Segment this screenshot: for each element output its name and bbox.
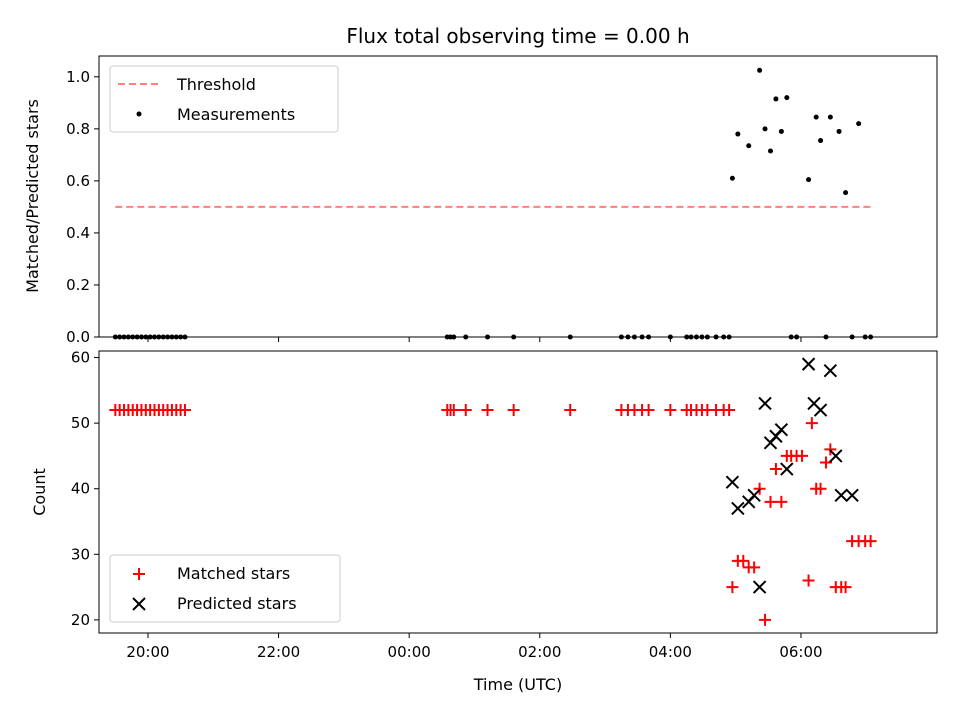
matched-star-point	[564, 404, 577, 417]
bottom-panel: Count Time (UTC) 20 30 40 50 60 20:00 22:00 00…	[30, 349, 938, 694]
bottom-y-tick-label: 60	[71, 349, 90, 367]
bottom-y-tick-label: 30	[71, 545, 90, 563]
matched-star-point	[796, 449, 809, 462]
top-y-tick-label: 1.0	[66, 68, 90, 86]
top-y-tick-label: 0.2	[66, 276, 90, 294]
top-y-tick-label: 0.4	[66, 224, 90, 242]
matched-star-point	[664, 404, 677, 417]
bottom-legend-box	[109, 554, 341, 623]
bottom-x-tick-label: 04:00	[649, 643, 692, 661]
bottom-x-tick-label: 00:00	[388, 643, 431, 661]
measurement-point	[806, 177, 812, 183]
measurement-point	[735, 131, 741, 137]
predicted-star-point	[774, 422, 789, 437]
top-y-tick-label: 0.8	[66, 120, 90, 138]
bottom-plot-frame	[98, 350, 938, 634]
matched-star-point	[642, 404, 655, 417]
bottom-y-tick-label: 40	[71, 480, 90, 498]
predicted-star-point	[813, 403, 828, 417]
predicted-stars-points	[725, 357, 859, 594]
measurement-point	[757, 67, 763, 73]
bottom-legend: Matched stars Predicted stars	[109, 554, 341, 623]
matched-star-point	[769, 463, 782, 476]
predicted-star-point	[845, 488, 859, 502]
top-panel: Flux total observing time = 0.00 h Match…	[23, 24, 938, 346]
bottom-y-tick-label: 20	[71, 611, 90, 629]
matched-star-point	[726, 581, 739, 594]
legend-matched-swatch	[133, 568, 145, 580]
predicted-star-point	[725, 475, 740, 489]
matched-star-point	[802, 574, 815, 587]
measurement-point	[773, 96, 779, 102]
matched-star-point	[775, 495, 788, 508]
predicted-star-point	[780, 462, 794, 476]
matched-star-point	[839, 581, 852, 594]
bottom-x-tick-label: 02:00	[518, 643, 561, 661]
predicted-star-point	[747, 488, 761, 502]
measurement-point	[827, 114, 833, 120]
predicted-star-point	[758, 396, 772, 411]
bottom-x-tick-label: 20:00	[126, 643, 169, 661]
measurement-points	[112, 67, 874, 340]
predicted-star-point	[752, 580, 767, 594]
predicted-star-point	[823, 363, 838, 378]
top-legend-box	[109, 65, 339, 133]
bottom-x-tick-label: 06:00	[779, 643, 822, 661]
x-axis-label: Time (UTC)	[473, 675, 562, 694]
measurement-point	[729, 175, 735, 181]
predicted-star-point	[829, 449, 843, 463]
measurement-point	[746, 143, 752, 149]
legend-predicted-label: Predicted stars	[177, 594, 297, 613]
top-legend: Threshold Measurements	[109, 65, 339, 133]
bottom-y-tick-label: 50	[71, 414, 90, 432]
matched-star-point	[748, 561, 761, 574]
measurement-point	[778, 128, 784, 134]
measurement-point	[818, 138, 824, 144]
measurement-point	[767, 148, 773, 154]
measurement-point	[813, 114, 819, 120]
measurement-point	[836, 128, 842, 134]
measurement-point	[856, 121, 862, 127]
matched-stars-points	[109, 404, 877, 626]
predicted-star-point	[834, 488, 848, 502]
matched-star-point	[764, 495, 777, 508]
matched-star-point	[805, 417, 818, 430]
top-y-axis-label: Matched/Predicted stars	[23, 99, 42, 293]
matched-star-point	[178, 404, 191, 417]
predicted-star-point	[801, 357, 816, 371]
measurement-point	[843, 190, 849, 196]
top-y-tick-label: 0.0	[66, 328, 90, 346]
matched-star-point	[819, 456, 832, 469]
matched-star-point	[481, 404, 494, 417]
matched-star-point	[459, 404, 472, 417]
matched-star-point	[737, 554, 750, 567]
top-y-ticks: 0.0 0.2 0.4 0.6 0.8 1.0	[66, 68, 99, 346]
legend-threshold-label: Threshold	[176, 75, 256, 94]
bottom-y-ticks: 20 30 40 50 60	[71, 349, 99, 629]
legend-measurements-swatch	[136, 111, 142, 117]
top-plot-frame	[98, 55, 938, 338]
matched-star-point	[814, 482, 827, 495]
measurement-point	[784, 95, 790, 101]
matched-star-point	[723, 404, 736, 417]
matched-star-point	[824, 443, 837, 456]
bottom-y-axis-label: Count	[30, 468, 49, 516]
bottom-x-ticks: 20:00 22:00 00:00 02:00 04:00 06:00	[126, 633, 823, 661]
matched-star-point	[864, 535, 877, 548]
matched-star-point	[759, 613, 772, 626]
legend-measurements-label: Measurements	[177, 105, 295, 124]
matched-star-point	[507, 404, 520, 417]
bottom-x-tick-label: 22:00	[257, 643, 300, 661]
chart-title: Flux total observing time = 0.00 h	[346, 24, 689, 48]
legend-matched-label: Matched stars	[177, 564, 290, 583]
measurement-point	[762, 126, 768, 132]
legend-predicted-swatch	[132, 597, 146, 611]
matched-star-point	[447, 404, 460, 417]
predicted-star-point	[731, 501, 745, 516]
top-y-tick-label: 0.6	[66, 172, 90, 190]
